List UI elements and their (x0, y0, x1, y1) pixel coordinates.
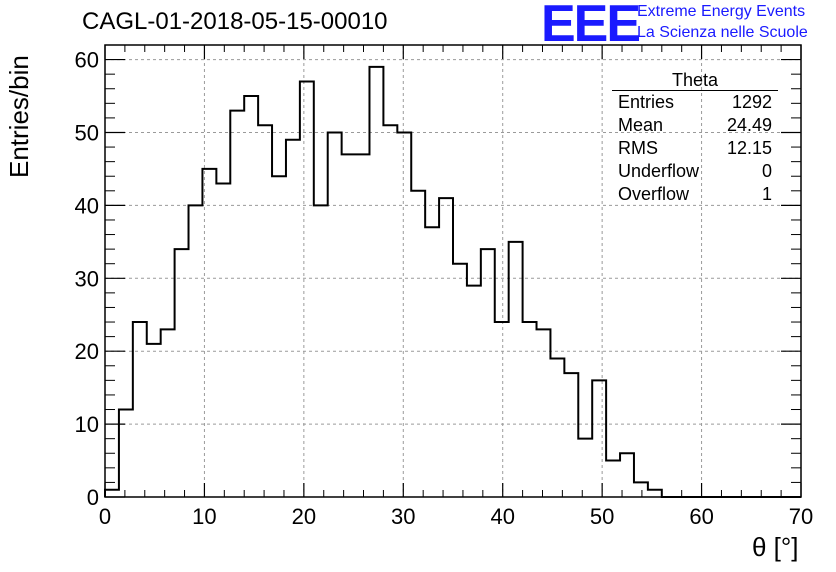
eee-logo-mark: EEE (541, 0, 641, 53)
stats-row-underflow: Underflow 0 (612, 160, 778, 183)
x-tick-label: 20 (292, 504, 316, 529)
histogram-bin (439, 198, 453, 497)
histogram-bin (523, 322, 537, 497)
histogram-bin (397, 132, 411, 497)
y-axis-label: Entries/bin (4, 55, 34, 178)
stats-label: Entries (618, 92, 675, 112)
stats-value: 1292 (731, 92, 772, 112)
histogram-bin (606, 461, 620, 497)
histogram-bin (648, 490, 662, 497)
y-tick-label: 40 (75, 193, 99, 218)
stats-row-mean: Mean 24.49 (612, 114, 778, 137)
histogram-bin (272, 176, 286, 497)
histogram-bin (105, 490, 119, 497)
histogram-bin (244, 96, 258, 497)
histogram-bin (300, 81, 314, 497)
y-tick-label: 10 (75, 412, 99, 437)
stats-value: 1 (761, 184, 772, 204)
x-tick-label: 10 (192, 504, 216, 529)
x-tick-label: 0 (99, 504, 111, 529)
axis-ticks (104, 44, 802, 498)
y-tick-label: 30 (75, 266, 99, 291)
stats-row-overflow: Overflow 1 (612, 183, 778, 206)
x-tick-label: 40 (490, 504, 514, 529)
histogram-bin (453, 264, 467, 497)
histogram-bin (481, 249, 495, 497)
y-tick-label: 0 (87, 485, 99, 510)
histogram-bin (383, 125, 397, 497)
stats-label: Underflow (618, 161, 700, 181)
x-tick-label: 60 (689, 504, 713, 529)
y-tick-label: 50 (75, 120, 99, 145)
histogram-bin (175, 249, 189, 497)
histogram-bin (495, 322, 509, 497)
histogram-bin (286, 140, 300, 497)
histogram-bin (147, 344, 161, 497)
histogram-bin (258, 125, 272, 497)
histogram-bin (467, 286, 481, 497)
histogram-bin (425, 227, 439, 497)
histogram-bin (216, 184, 230, 497)
histogram-bin (369, 67, 383, 497)
x-axis-label: θ [°] (752, 532, 799, 562)
stats-label: Overflow (618, 184, 690, 204)
stats-value: 24.49 (726, 115, 772, 135)
y-tick-label: 60 (75, 48, 99, 73)
histogram-bin (564, 373, 578, 497)
stats-title: Theta (612, 70, 778, 91)
histogram-bin (537, 329, 551, 497)
plot-title: CAGL-01-2018-05-15-00010 (82, 8, 388, 35)
stats-value: 0 (761, 161, 772, 181)
histogram-bin (314, 205, 328, 497)
histogram-bin (189, 205, 203, 497)
plot-frame (104, 44, 802, 498)
stats-box: Theta Entries 1292 Mean 24.49 RMS 12.15 … (612, 70, 778, 206)
histogram-bin (578, 439, 592, 497)
histogram-bin (119, 410, 133, 497)
histogram-bin (230, 111, 244, 497)
stats-label: Mean (618, 115, 664, 135)
histogram-bin (133, 322, 147, 497)
stats-label: RMS (618, 138, 658, 158)
stats-row-entries: Entries 1292 (612, 91, 778, 114)
histogram-bin (161, 329, 175, 497)
histogram-bin (342, 154, 356, 497)
x-tick-label: 70 (789, 504, 813, 529)
logo-text-line2: La Scienza nelle Scuole (637, 24, 808, 41)
histogram-outline (104, 65, 801, 498)
stats-row-rms: RMS 12.15 (612, 137, 778, 160)
histogram-bin (411, 191, 425, 497)
histogram-bin (550, 358, 564, 497)
x-tick-label: 50 (590, 504, 614, 529)
histogram-bin (328, 132, 342, 497)
histogram-bin (634, 482, 648, 497)
stats-value: 12.15 (726, 138, 772, 158)
logo-text-line1: Extreme Energy Events (637, 3, 806, 20)
y-tick-label: 20 (75, 339, 99, 364)
histogram-bin (592, 380, 606, 497)
histogram-bin (356, 154, 370, 497)
histogram-bin (509, 242, 523, 497)
x-tick-label: 30 (391, 504, 415, 529)
histogram-bin (202, 169, 216, 497)
